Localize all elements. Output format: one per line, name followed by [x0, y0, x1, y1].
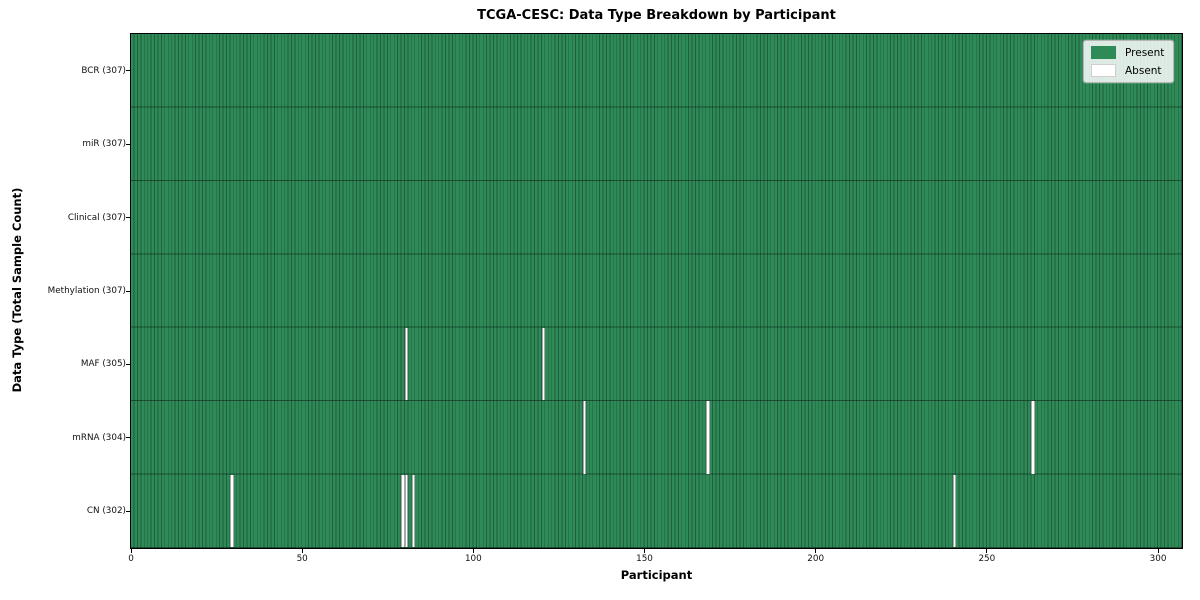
- legend-swatch-present-icon: [1091, 46, 1116, 59]
- y-tick-mark: [126, 70, 130, 72]
- y-tick-mark: [126, 437, 130, 439]
- absent-stripe: [952, 474, 957, 547]
- y-tick-label: MAF (305): [80, 359, 126, 370]
- legend-item-absent: Absent: [1091, 64, 1164, 77]
- x-tick-mark: [986, 549, 988, 553]
- y-tick-label: Methylation (307): [47, 286, 126, 296]
- absent-stripe: [404, 474, 409, 547]
- y-tick-label: BCR (307): [81, 65, 126, 76]
- x-tick-label: 0: [128, 554, 134, 564]
- legend-label-absent: Absent: [1125, 64, 1162, 77]
- y-tick-label: mRNA (304): [72, 432, 126, 443]
- x-tick-label: 50: [296, 554, 308, 564]
- absent-stripe: [404, 327, 409, 401]
- y-tick-mark: [126, 290, 130, 292]
- y-tick-label: miR (307): [82, 139, 126, 150]
- x-tick-label: 300: [1149, 554, 1167, 564]
- x-tick-label: 150: [636, 554, 653, 564]
- x-axis-label: Participant: [620, 568, 693, 582]
- y-tick-label: CN (302): [86, 506, 126, 517]
- y-tick-mark: [126, 217, 130, 219]
- absent-stripe: [411, 474, 416, 547]
- legend: Present Absent: [1083, 40, 1175, 83]
- x-tick-mark: [472, 549, 474, 553]
- x-tick-mark: [301, 549, 303, 553]
- x-tick-mark: [1157, 549, 1159, 553]
- legend-swatch-absent-icon: [1091, 64, 1116, 77]
- absent-stripe: [401, 474, 405, 547]
- legend-label-present: Present: [1125, 46, 1165, 59]
- x-tick-label: 250: [978, 554, 996, 564]
- chart-title: TCGA-CESC: Data Type Breakdown by Partic…: [477, 8, 836, 23]
- x-tick-label: 200: [807, 554, 825, 564]
- absent-stripe: [230, 474, 234, 547]
- absent-stripe: [541, 327, 546, 401]
- absent-stripe: [1031, 401, 1035, 474]
- y-tick-mark: [126, 363, 130, 365]
- x-tick-mark: [130, 549, 132, 553]
- x-tick-label: 100: [464, 554, 482, 564]
- y-tick-mark: [126, 510, 130, 512]
- plot-area: [130, 33, 1183, 549]
- y-tick-mark: [126, 143, 130, 145]
- absent-stripe: [582, 401, 587, 474]
- legend-item-present: Present: [1091, 46, 1164, 59]
- y-tick-label: Clinical (307): [67, 212, 126, 223]
- absent-stripe: [706, 401, 710, 474]
- x-tick-mark: [815, 549, 817, 553]
- x-tick-mark: [644, 549, 646, 553]
